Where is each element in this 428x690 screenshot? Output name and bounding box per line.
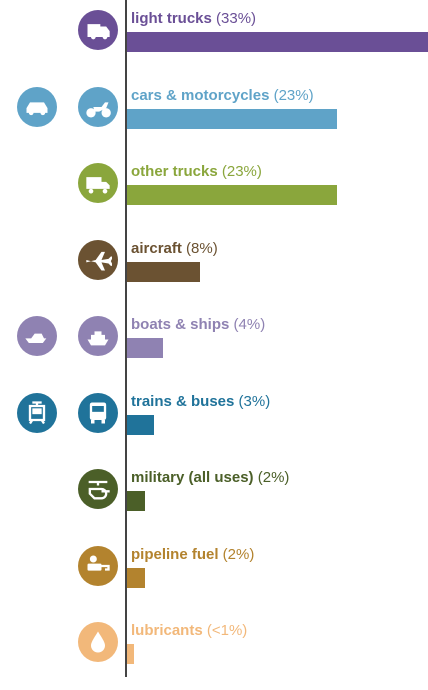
bar (127, 108, 337, 129)
bar-label: military (all uses) (2%) (131, 469, 289, 486)
value-label: (23%) (269, 86, 314, 104)
value-label: (4%) (229, 316, 266, 333)
category-name: lubricants (131, 622, 203, 639)
oil-drop-icon (78, 622, 118, 662)
bar (127, 185, 337, 205)
bus-icon (78, 392, 118, 433)
chart-row: lubricants (<1%) (0, 614, 428, 690)
chart-row: light trucks (33%) (0, 2, 428, 78)
category-name: light trucks (131, 10, 212, 27)
chart-row: military (all uses) (2%) (0, 461, 428, 537)
bar-label: lubricants (<1%) (131, 622, 247, 639)
bar-label: other trucks (23%) (131, 163, 262, 180)
chart-row: other trucks (23%) (0, 155, 428, 231)
bar (127, 567, 145, 588)
bar-label: boats & ships (4%) (131, 316, 265, 333)
category-name: aircraft (131, 239, 182, 257)
bar-label: light trucks (33%) (131, 10, 256, 27)
chart-row: cars & motorcycles (23%) (0, 79, 428, 155)
cruise-ship-icon (78, 316, 118, 356)
bar-label: cars & motorcycles (23%) (131, 87, 314, 104)
motorcycle-icon (78, 86, 118, 127)
fuel-pump-icon (78, 545, 118, 586)
bar (127, 414, 154, 435)
bar (127, 338, 163, 358)
value-label: (23%) (217, 163, 262, 180)
pickup-truck-icon (78, 10, 118, 50)
chart-row: pipeline fuel (2%) (0, 538, 428, 614)
airplane-icon (78, 239, 118, 280)
bar-label: pipeline fuel (2%) (131, 546, 254, 563)
bar (127, 32, 428, 52)
category-name: trains & buses (131, 392, 235, 410)
bar (127, 261, 200, 282)
value-label: (3%) (234, 392, 271, 410)
tram-icon (17, 392, 57, 433)
car-icon (17, 86, 57, 127)
bar-label: trains & buses (3%) (131, 393, 270, 410)
category-name: cars & motorcycles (131, 86, 270, 104)
value-label: (2%) (218, 545, 255, 563)
category-name: pipeline fuel (131, 545, 219, 563)
category-name: boats & ships (131, 316, 230, 333)
bar-label: aircraft (8%) (131, 240, 218, 257)
chart-row: aircraft (8%) (0, 232, 428, 308)
helicopter-icon (78, 469, 118, 509)
bar (127, 644, 134, 664)
chart-row: trains & buses (3%) (0, 385, 428, 461)
value-label: (33%) (211, 10, 257, 27)
speedboat-icon (17, 316, 57, 356)
category-name: military (all uses) (131, 469, 254, 486)
chart-axis-line (125, 0, 127, 677)
category-name: other trucks (131, 163, 218, 180)
value-label: (<1%) (202, 622, 248, 639)
chart-row: boats & ships (4%) (0, 308, 428, 384)
value-label: (2%) (253, 469, 290, 486)
value-label: (8%) (181, 239, 218, 257)
delivery-truck-icon (78, 163, 118, 203)
bar (127, 491, 145, 511)
